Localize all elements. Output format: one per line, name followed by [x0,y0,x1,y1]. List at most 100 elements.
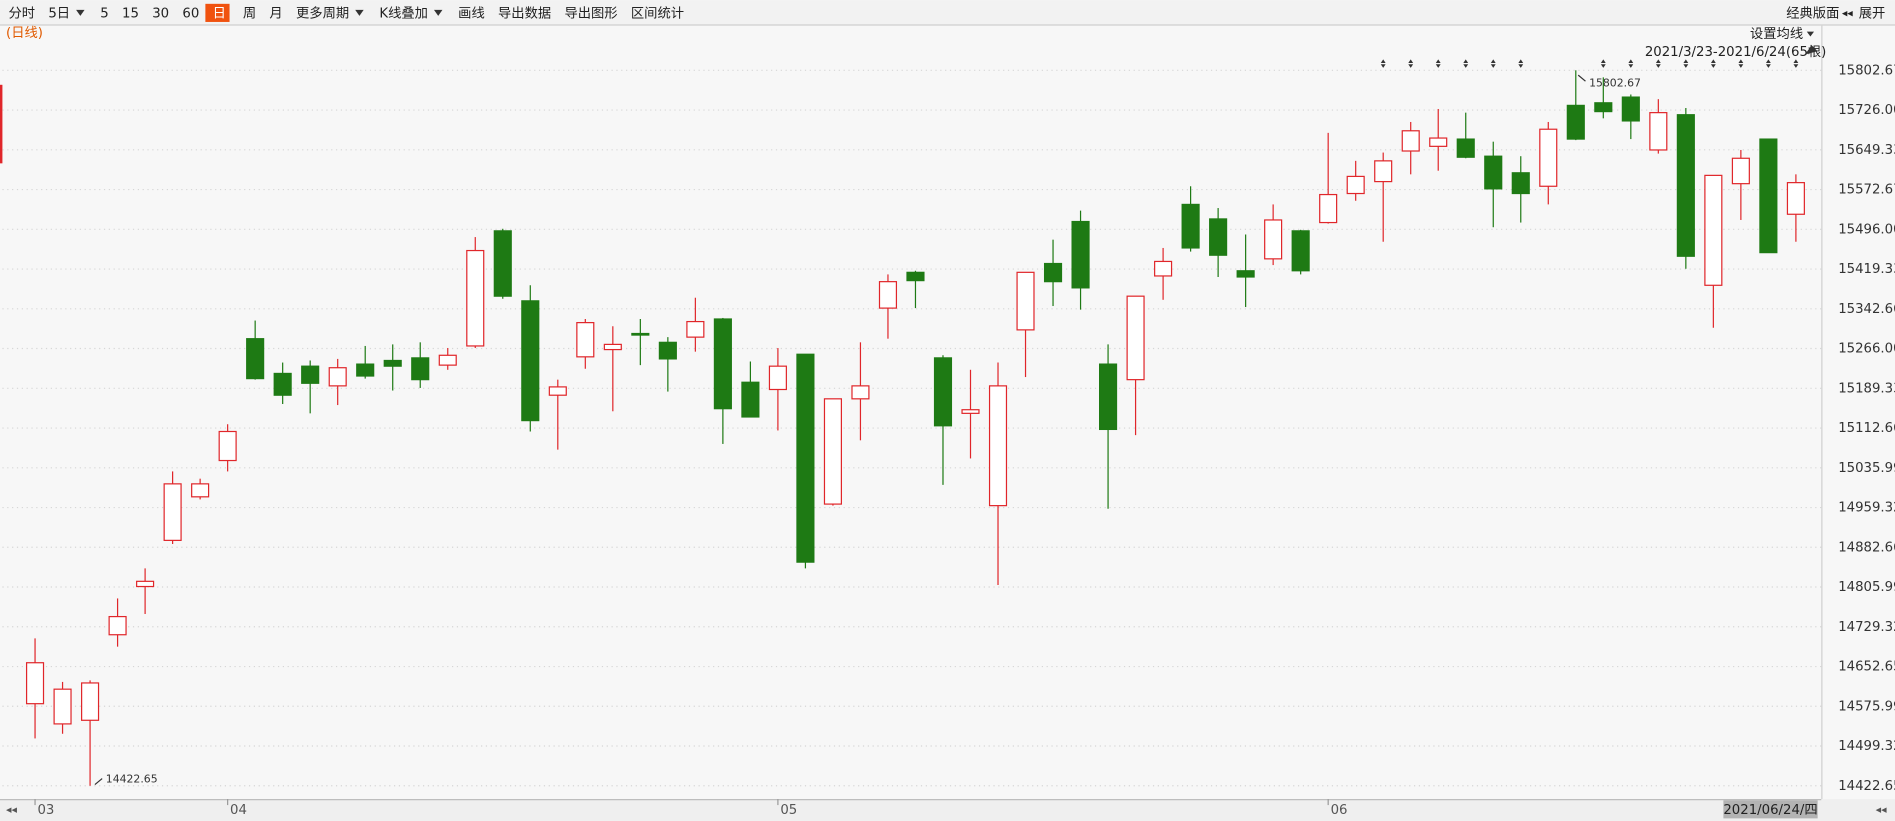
candle-body [1429,137,1448,147]
dropdown-arrow [1806,31,1815,37]
candle-body [328,367,347,387]
candle-body [1016,271,1035,331]
toolbar [0,0,1895,25]
y-tick-label: 15342.66 [1838,302,1895,317]
toolbar-item[interactable]: 60 [182,6,199,21]
event-marker[interactable] [1655,59,1661,68]
candle-body [1759,138,1778,254]
event-marker[interactable] [1490,59,1496,68]
toolbar-item[interactable]: 更多周期 [296,4,349,21]
y-tick-label: 15189.33 [1838,381,1895,396]
candle-body [796,353,815,563]
candle-body [713,318,732,410]
y-tick-label: 15419.33 [1838,262,1895,277]
y-tick-label: 14959.32 [1838,501,1895,516]
event-marker[interactable] [1683,59,1689,68]
candle-body [1181,203,1200,249]
event-marker[interactable] [1380,59,1386,68]
event-marker[interactable] [1710,59,1716,68]
pin-icon[interactable] [1805,45,1818,55]
y-tick-label: 14499.32 [1838,739,1895,754]
dropdown-arrow [355,9,364,16]
candle-body [1731,157,1750,185]
dropdown-arrow [76,9,85,16]
toolbar-item[interactable]: 月 [269,6,282,21]
candle-body [1346,175,1365,195]
candle-body [576,322,595,358]
candle-body [1649,112,1668,151]
toolbar-item[interactable]: 周 [243,6,256,21]
candle-body [768,365,787,391]
candle-body [1099,363,1118,431]
event-marker[interactable] [1765,59,1771,68]
candle-body [961,409,980,414]
candle-body [81,682,100,721]
candle-body [1704,174,1723,286]
toolbar-item[interactable]: 5 [100,6,108,21]
event-marker[interactable] [1435,59,1441,68]
min-label: 14422.65 [106,773,158,786]
y-tick-label: 15112.66 [1838,421,1895,436]
candle-body [1291,230,1310,272]
candle-body [548,386,567,396]
candle-body [1511,172,1530,195]
candle-body [1621,96,1640,122]
event-marker[interactable] [1793,59,1799,68]
toolbar-item[interactable]: 画线 [458,5,485,21]
candle-body [493,230,512,297]
toolbar-item[interactable]: 5日 [48,6,70,21]
candle-body [933,357,953,427]
candle-body [163,483,182,541]
scroll-right[interactable]: ◂◂ [1876,803,1887,816]
candle-body [1401,130,1420,152]
candle-body [631,332,650,336]
toolbar-item[interactable]: 导出图形 [564,5,617,21]
toolbar-item[interactable]: K线叠加 [379,5,428,21]
event-marker[interactable] [1408,59,1414,68]
candle-body [1264,219,1283,260]
min-arrow [94,778,103,786]
candle-body [136,580,155,588]
scroll-left[interactable]: ◂◂ [6,803,17,816]
toolbar-item[interactable]: 导出数据 [498,5,551,21]
event-marker[interactable] [1600,59,1606,68]
toolbar-item[interactable]: 日 [213,6,226,21]
y-tick-label: 15035.99 [1838,461,1895,476]
event-marker[interactable] [1518,59,1524,68]
candle-body [25,662,45,705]
candle-body [466,249,485,347]
toolbar-item[interactable]: 30 [152,6,169,21]
candle-body [246,338,265,380]
candle-body [741,381,760,418]
candle-body [191,483,210,498]
candle-body [988,385,1008,507]
period-label: (日线) [6,25,43,41]
candle-body [1374,160,1393,183]
side-marker [0,84,3,164]
candle-body [1566,104,1585,140]
toolbar-item[interactable]: 区间统计 [631,5,684,21]
event-marker[interactable] [1628,59,1634,68]
toolbar-item[interactable]: 分时 [8,5,35,21]
y-tick-label: 14882.66 [1838,540,1895,555]
y-tick-label: 15726.00 [1838,103,1895,118]
event-marker[interactable] [1463,59,1469,68]
toolbar-item[interactable]: 经典版面 [1786,5,1839,21]
candle-body [1154,260,1173,277]
candle-body [273,372,292,396]
candle-body [851,385,870,400]
toolbar-item[interactable]: 15 [122,6,139,21]
ma-setting[interactable]: 设置均线 [1750,26,1803,42]
candle-body [218,430,237,462]
y-tick-label: 15802.67 [1838,63,1895,78]
event-marker[interactable] [1738,59,1744,68]
candle-body [878,281,898,309]
candle-body [1209,218,1228,256]
candle-body [603,343,622,351]
x-tick-label: 06 [1331,803,1348,818]
y-tick-label: 15572.67 [1838,183,1895,198]
toolbar-item[interactable]: 展开 [1859,6,1886,21]
candle-body [1126,295,1145,381]
x-tick-label: 05 [780,803,797,818]
y-tick-label: 14422.65 [1838,779,1895,794]
